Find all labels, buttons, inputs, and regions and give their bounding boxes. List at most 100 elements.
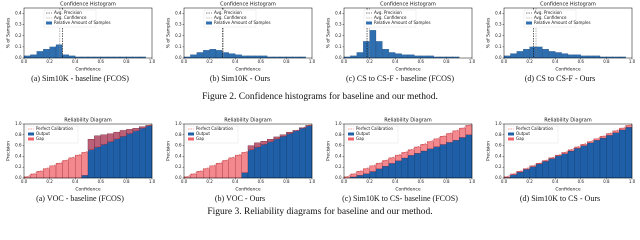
subcaption: (c) CS to CS-F - baseline (FCOS) [346, 74, 454, 83]
plot-frame [343, 123, 473, 179]
output-bar [567, 150, 575, 179]
bar [580, 55, 588, 59]
gap-bar [49, 165, 57, 179]
output-bar [356, 175, 364, 179]
legend-swatch [28, 132, 34, 136]
gap-bar [523, 168, 530, 170]
gap-bar [68, 157, 76, 179]
legend-swatch [526, 21, 532, 25]
figure-caption: Figure 2. Confidence histograms for base… [202, 91, 438, 102]
legend-swatch [366, 21, 372, 25]
bar [535, 46, 543, 59]
y-tick-label: 1.0 [175, 121, 182, 126]
chart-title: Confidence Histogram [380, 2, 436, 8]
legend-label: Gap [516, 136, 525, 141]
chart-title: Reliability Diagram [384, 118, 432, 124]
y-tick-label: 0.1 [15, 44, 22, 49]
page: Figure 2. Confidence histograms for base… [5, 1, 636, 217]
x-tick-label: 1.0 [309, 179, 316, 184]
bar [369, 30, 377, 59]
output-bar [542, 161, 549, 179]
output-bar [529, 166, 537, 179]
x-tick-label: 0.6 [98, 59, 105, 64]
figure-caption: Figure 3. Reliability diagrams for basel… [207, 206, 432, 216]
x-tick-label: 0.0 [341, 179, 348, 184]
subcaption: (d) Sim10K to CS - Ours [520, 194, 600, 203]
output-bar [465, 134, 473, 179]
y-tick-label: 0.0 [15, 175, 22, 180]
gap-bar [388, 157, 396, 164]
x-tick-label: 0.0 [21, 59, 28, 64]
gap-bar [81, 152, 89, 176]
gap-bar [254, 142, 261, 148]
legend-label: Avg. Confidence [214, 15, 247, 20]
y-tick-label: 0.0 [175, 175, 182, 180]
bar [555, 52, 562, 59]
gap-bar [203, 168, 210, 179]
output-bar [267, 138, 274, 179]
x-tick-label: 0.4 [392, 179, 399, 184]
output-bar [254, 142, 261, 179]
y-axis-label: % of Samples [486, 17, 492, 48]
subcaption: (c) Sim10K to CS- baseline (FCOS) [342, 194, 458, 203]
subcaption: (b) Sim10K - Ours [210, 74, 270, 83]
y-tick-label: 0.4 [495, 153, 502, 158]
bar [388, 52, 396, 59]
bar [420, 55, 428, 59]
bar [62, 54, 69, 59]
x-tick-label: 0.0 [21, 179, 28, 184]
y-tick-label: 0.8 [335, 132, 342, 137]
bar [567, 54, 575, 59]
output-bar [414, 153, 421, 179]
chart-title: Reliability Diagram [224, 118, 272, 124]
bar [529, 46, 537, 59]
gap-bar [228, 157, 236, 179]
output-bar [574, 148, 581, 179]
y-tick-label: 0.0 [15, 55, 22, 60]
legend-label: Avg. Precision [214, 10, 242, 15]
legend-box [185, 125, 239, 144]
bar [593, 55, 601, 59]
output-bar [516, 171, 524, 179]
bar [395, 53, 402, 59]
output-bar [273, 136, 281, 179]
legend-box [523, 9, 577, 28]
gap-bar [222, 160, 229, 179]
legend-swatch [188, 137, 194, 141]
y-tick-label: 0.2 [335, 164, 342, 169]
x-tick-label: 0.0 [501, 179, 508, 184]
output-bar [292, 130, 300, 179]
plot-frame [503, 7, 633, 59]
y-tick-label: 0.3 [175, 22, 182, 27]
y-tick-label: 0.2 [15, 33, 22, 38]
x-axis-label: Confidence [555, 187, 581, 193]
gap-bar [606, 133, 613, 136]
y-tick-label: 0.2 [495, 164, 502, 169]
bar [190, 54, 197, 59]
y-tick-label: 0.0 [335, 175, 342, 180]
x-axis-label: Confidence [555, 67, 581, 73]
output-bar [561, 153, 569, 179]
subcaption: (d) CS to CS-F - Ours [525, 74, 595, 83]
gap-bar [395, 154, 402, 161]
x-tick-label: 0.8 [123, 179, 130, 184]
y-tick-label: 0.4 [335, 11, 342, 16]
y-tick-label: 0.8 [15, 132, 22, 137]
y-axis-label: % of Samples [166, 17, 172, 48]
gap-bar [196, 171, 204, 179]
bar [222, 52, 229, 59]
output-bar [382, 165, 389, 179]
legend-swatch [28, 137, 34, 141]
x-tick-label: 0.4 [552, 59, 559, 64]
x-tick-label: 0.8 [443, 179, 450, 184]
x-axis-label: Confidence [395, 67, 421, 73]
x-tick-label: 0.2 [46, 179, 53, 184]
gap-bar [62, 160, 69, 179]
bar [247, 55, 255, 59]
figure: Figure 2. Confidence histograms for base… [6, 2, 636, 217]
x-axis-label: Confidence [235, 67, 261, 73]
bar [516, 51, 524, 59]
diagonal [183, 123, 313, 179]
legend-label: Perfect Calibration [196, 126, 234, 131]
legend-swatch [348, 137, 354, 141]
